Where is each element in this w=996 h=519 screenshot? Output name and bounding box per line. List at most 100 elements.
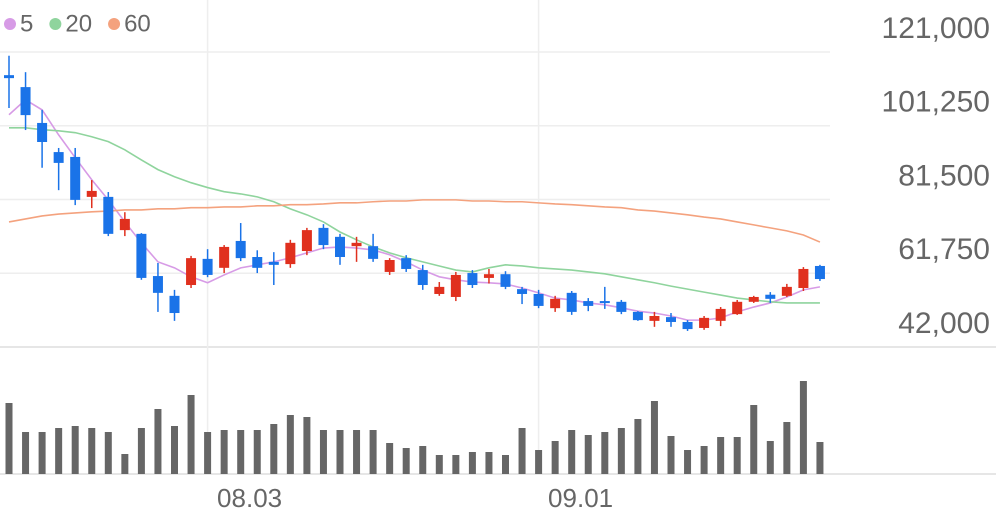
- volume-bar: [270, 424, 278, 474]
- volume-bar: [551, 441, 559, 474]
- candle-body: [103, 196, 114, 234]
- candle-body: [616, 301, 627, 312]
- volume-bar: [386, 443, 394, 474]
- volume-bar: [38, 432, 46, 474]
- candle-body: [252, 257, 263, 268]
- candle-body: [417, 270, 428, 286]
- x-tick-label: 09.01: [548, 483, 613, 513]
- candle-body: [566, 292, 577, 312]
- volume-bar: [71, 426, 79, 474]
- volume-bar: [452, 455, 460, 474]
- volume-bar: [485, 452, 493, 474]
- legend-swatch: [4, 18, 16, 30]
- volume-bar: [104, 432, 112, 474]
- volume-bar: [502, 455, 509, 474]
- y-tick-label: 101,250: [882, 86, 990, 119]
- volume-bar: [750, 405, 758, 474]
- candle-body: [37, 122, 48, 142]
- volume-bar: [783, 422, 791, 474]
- legend-label: 5: [20, 10, 33, 37]
- volume-bar: [121, 454, 129, 474]
- volume-bar: [369, 430, 377, 474]
- candle-body: [368, 246, 379, 259]
- candle-body: [136, 233, 147, 278]
- volume-bar: [253, 430, 261, 474]
- volume-bar: [601, 432, 609, 474]
- candle-body: [4, 75, 14, 79]
- volume-bar: [22, 432, 30, 474]
- candle-body: [169, 295, 180, 314]
- volume-bar: [766, 441, 774, 474]
- candle-body: [500, 274, 511, 287]
- legend-swatch: [108, 18, 121, 30]
- candle-body: [533, 293, 544, 306]
- candle-body: [384, 259, 395, 272]
- candle-body: [285, 242, 296, 265]
- candle-body: [583, 301, 594, 306]
- candle-body: [86, 190, 97, 197]
- y-tick-label: 121,000: [882, 12, 990, 45]
- volume-bar: [237, 430, 245, 474]
- volume-bar: [137, 428, 145, 474]
- ma-line: [8, 199, 821, 243]
- volume-bar: [5, 403, 13, 474]
- candle-body: [765, 294, 776, 299]
- volume-bar: [717, 437, 725, 474]
- candle-body: [682, 321, 693, 330]
- candle-body: [732, 301, 743, 315]
- candle-body: [401, 258, 412, 269]
- volume-bar: [799, 381, 807, 474]
- volume-bar: [733, 437, 741, 474]
- volume-bar: [816, 442, 824, 474]
- candle-body: [268, 261, 279, 265]
- candle-body: [152, 276, 163, 293]
- y-tick-label: 81,500: [898, 159, 990, 192]
- volume-bar: [419, 446, 427, 474]
- candle-body: [335, 236, 345, 258]
- y-tick-label: 61,750: [898, 233, 990, 266]
- volume-bar: [220, 430, 228, 474]
- volume-bar: [187, 395, 195, 474]
- candle-body: [119, 218, 130, 231]
- volume-bar: [286, 415, 294, 474]
- candle-body: [450, 274, 461, 297]
- candle-body: [748, 296, 759, 302]
- volume-bar: [568, 430, 576, 474]
- volume-bar: [336, 430, 344, 474]
- candle-body: [483, 274, 494, 278]
- volume-bar: [518, 428, 526, 474]
- candle-body: [517, 289, 528, 294]
- x-tick-label: 08.03: [217, 483, 282, 513]
- volume-bar: [535, 450, 543, 474]
- volume-bar: [88, 428, 96, 474]
- candle-body: [798, 268, 809, 288]
- volume-bar: [171, 426, 178, 474]
- candle-body: [235, 240, 246, 259]
- candle-body: [20, 87, 31, 116]
- volume-bar: [353, 430, 361, 474]
- volume-bar: [684, 450, 692, 474]
- volume-bar: [435, 455, 443, 474]
- volume-bar: [204, 432, 212, 474]
- candle-body: [434, 286, 445, 294]
- y-tick-label: 42,000: [898, 307, 990, 340]
- candle-body: [781, 286, 792, 296]
- volume-bar: [319, 430, 327, 474]
- legend-label: 20: [65, 10, 92, 37]
- candle-body: [599, 301, 610, 304]
- volume-bar: [468, 452, 476, 474]
- volume-bar: [402, 448, 410, 474]
- candle-body: [666, 317, 676, 322]
- volume-bar: [700, 446, 708, 474]
- volume-bar: [634, 419, 642, 474]
- candle-body: [301, 230, 312, 252]
- volume-bar: [617, 428, 625, 474]
- candle-body: [632, 311, 643, 321]
- candle-body: [649, 316, 660, 321]
- candle-body: [219, 246, 230, 268]
- candle-body: [814, 265, 825, 280]
- candle-body: [202, 258, 213, 275]
- candle-body: [53, 152, 64, 163]
- ma-line: [9, 127, 820, 304]
